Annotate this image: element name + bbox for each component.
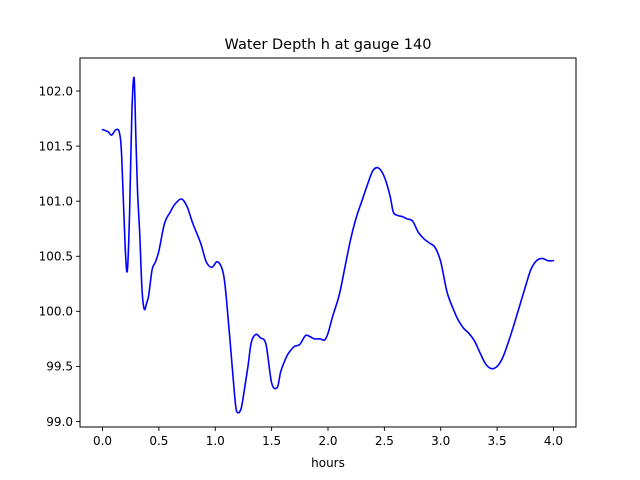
axes-frame: [79, 57, 577, 428]
x-tick-label: 3.0: [431, 434, 450, 448]
x-tick-label: 4.0: [544, 434, 563, 448]
y-tick-label: 99.0: [46, 415, 73, 429]
x-axis-label: hours: [311, 456, 345, 470]
chart-title: Water Depth h at gauge 140: [225, 37, 432, 53]
y-tick-label: 101.5: [39, 139, 73, 153]
y-tick-label: 99.5: [46, 360, 73, 374]
y-tick-label: 100.0: [39, 305, 73, 319]
y-tick-label: 102.0: [39, 84, 73, 98]
x-tick-label: 2.5: [375, 434, 394, 448]
x-tick-label: 3.5: [488, 434, 507, 448]
x-tick-label: 0.0: [93, 434, 112, 448]
series-line-0: [101, 76, 555, 414]
y-tick-label: 101.0: [39, 194, 73, 208]
x-tick-label: 1.5: [262, 434, 281, 448]
plot-area: 0.0 0.5 1.0 1.5 2.0 2.5 3.0 3.5 4.0 99.0 99.5 100.0…: [39, 57, 577, 448]
x-tick-label: 0.5: [149, 434, 168, 448]
x-tick-label: 2.0: [318, 434, 337, 448]
y-tick-label: 100.5: [39, 250, 73, 264]
x-tick-label: 1.0: [206, 434, 225, 448]
